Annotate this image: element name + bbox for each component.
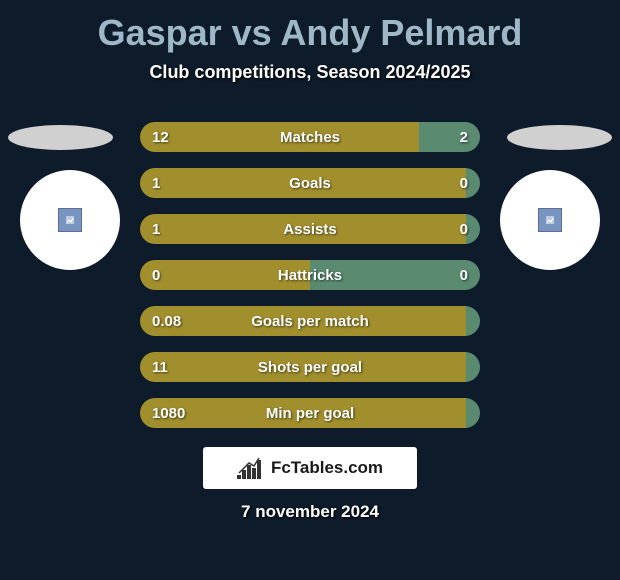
- stat-bar: 10Goals: [140, 168, 480, 198]
- player-right-icon: [538, 208, 562, 232]
- stat-left-value: 11: [152, 359, 168, 376]
- stat-left-segment: 12: [140, 122, 419, 152]
- stat-left-segment: 1080: [140, 398, 466, 428]
- stat-right-segment: [466, 352, 480, 382]
- stat-right-value: 0: [460, 175, 468, 192]
- stat-left-value: 0: [152, 267, 160, 284]
- comparison-title: Gaspar vs Andy Pelmard: [0, 0, 620, 54]
- stat-left-segment: 0: [140, 260, 310, 290]
- stat-right-value: 2: [460, 129, 468, 146]
- stat-left-value: 12: [152, 129, 169, 146]
- stat-right-value: 0: [460, 221, 468, 238]
- stat-right-segment: [466, 398, 480, 428]
- brand-box: FcTables.com: [203, 447, 417, 489]
- stat-right-segment: 0: [310, 260, 480, 290]
- player-left-icon: [58, 208, 82, 232]
- stat-bar: 1080Min per goal: [140, 398, 480, 428]
- stat-left-segment: 11: [140, 352, 466, 382]
- stat-bar: 0.08Goals per match: [140, 306, 480, 336]
- player-left-badge: [8, 125, 113, 150]
- stat-right-segment: 2: [419, 122, 480, 152]
- stat-right-segment: 0: [466, 168, 480, 198]
- stat-bar: 10Assists: [140, 214, 480, 244]
- stat-bar: 122Matches: [140, 122, 480, 152]
- stat-left-value: 1080: [152, 405, 185, 422]
- stat-bar: 00Hattricks: [140, 260, 480, 290]
- stat-bar: 11Shots per goal: [140, 352, 480, 382]
- stat-right-segment: [466, 306, 480, 336]
- stat-left-value: 1: [152, 175, 160, 192]
- player-left-circle: [20, 170, 120, 270]
- stat-left-segment: 1: [140, 168, 466, 198]
- player-right-circle: [500, 170, 600, 270]
- comparison-subtitle: Club competitions, Season 2024/2025: [0, 62, 620, 83]
- date-label: 7 november 2024: [0, 502, 620, 522]
- stats-container: 122Matches10Goals10Assists00Hattricks0.0…: [140, 122, 480, 444]
- brand-icon: [237, 457, 265, 479]
- stat-left-segment: 0.08: [140, 306, 466, 336]
- stat-left-segment: 1: [140, 214, 466, 244]
- stat-left-value: 0.08: [152, 313, 181, 330]
- player-right-badge: [507, 125, 612, 150]
- stat-right-segment: 0: [466, 214, 480, 244]
- stat-right-value: 0: [460, 267, 468, 284]
- brand-text: FcTables.com: [271, 458, 383, 478]
- stat-left-value: 1: [152, 221, 160, 238]
